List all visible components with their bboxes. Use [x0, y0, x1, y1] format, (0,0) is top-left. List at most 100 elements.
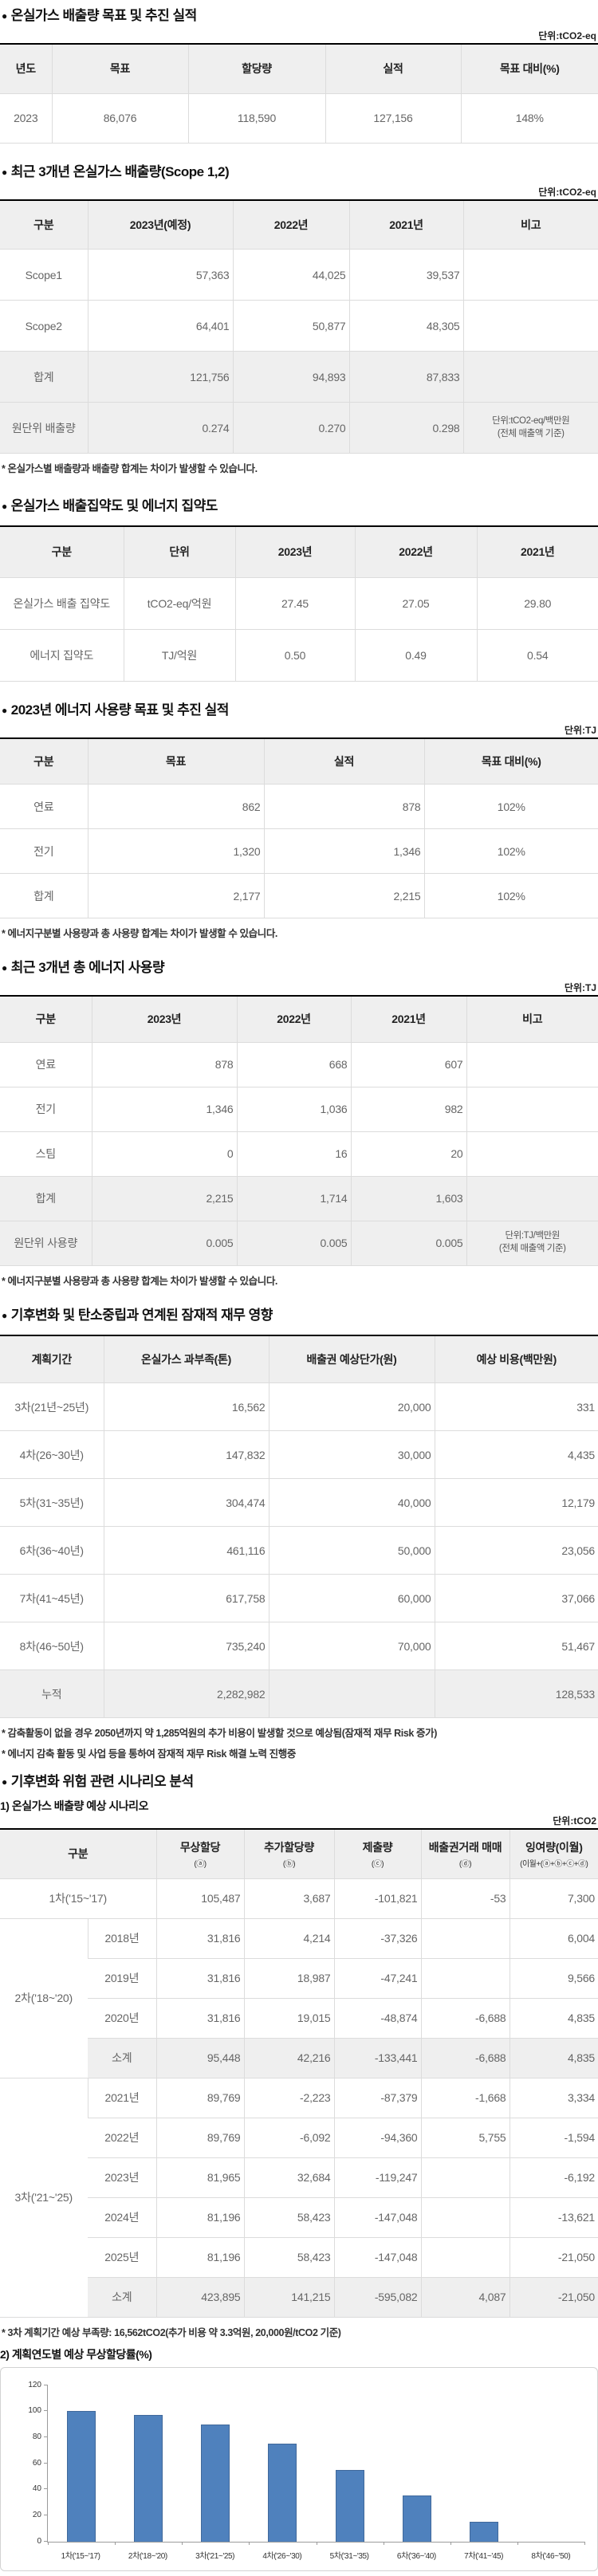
table-cell: 70,000: [268, 1622, 435, 1670]
bullet-icon: ●: [2, 962, 7, 973]
table-cell: 121,756: [87, 351, 233, 403]
table-cell: 2,215: [91, 1176, 237, 1221]
table-cell: 합계: [0, 873, 88, 918]
table-cell: -21,050: [509, 2277, 598, 2318]
column-header: 구분: [0, 1829, 157, 1879]
table-cell: 전기: [0, 828, 88, 874]
section-intensity: ● 온실가스 배출집약도 및 에너지 집약도 구분 단위 2023년 2022년 2021…: [0, 497, 598, 682]
column-header: 2022년: [236, 996, 351, 1043]
table-cell: 0.005: [91, 1221, 237, 1266]
section-financial-impact: ● 기후변화 및 탄소중립과 연계된 잠재적 재무 영향 계획기간 온실가스 과부족…: [0, 1306, 598, 1762]
table-cell: 2023: [0, 93, 52, 144]
bars: [48, 2385, 584, 2542]
table-cell: 0.274: [87, 402, 233, 454]
y-tick-mark: [44, 2436, 48, 2437]
table-cell: 2024년: [88, 2197, 157, 2238]
table-cell: 6,004: [509, 1918, 598, 1959]
table-cell: -87,379: [333, 2078, 422, 2118]
table-cell: [466, 1087, 598, 1132]
bullet-icon: ●: [2, 1309, 7, 1321]
table-cell: 87,833: [348, 351, 463, 403]
section-energy-target: ● 2023년 에너지 사용량 목표 및 추진 실적 단위:TJ 구분 목표 실적 목표…: [0, 701, 598, 942]
table-cell: [462, 300, 598, 352]
intensity-table: 구분 단위 2023년 2022년 2021년 온실가스 배출 집약도 tCO2-eq/억원…: [0, 525, 598, 682]
column-header: 실적: [263, 737, 424, 785]
table-cell: 1,036: [236, 1087, 351, 1132]
table-cell: 862: [87, 784, 264, 829]
table-cell: 온실가스 배출 집약도: [0, 577, 124, 630]
table-cell: -147,048: [333, 2197, 422, 2238]
table-cell: 4,435: [434, 1430, 598, 1479]
column-header: 구분: [0, 199, 88, 250]
column-header: 목표: [51, 44, 188, 94]
column-header: 년도: [0, 44, 52, 94]
column-header: 할당량: [187, 44, 325, 94]
x-axis-labels: 1차('15~'17) 2차('18~'20) 3차('21~'25) 4차('26~…: [47, 2549, 584, 2561]
table-cell: 1,346: [263, 828, 424, 874]
column-header: 구분: [0, 737, 88, 785]
bullet-icon: ●: [2, 704, 7, 716]
table-cell: -21,050: [509, 2237, 598, 2278]
table-cell: 0.270: [232, 402, 349, 454]
column-header: 2022년: [232, 199, 349, 250]
table-cell: [462, 351, 598, 403]
table-cell: [466, 1042, 598, 1087]
table-cell: 86,076: [51, 93, 188, 144]
table-cell: 37,066: [434, 1574, 598, 1622]
bar: [335, 2469, 364, 2542]
table-cell: 연료: [0, 784, 88, 829]
section-title: ● 최근 3개년 총 에너지 사용량: [2, 960, 165, 975]
bar-slot: [182, 2385, 249, 2542]
table-cell: 7차(41~45년): [0, 1574, 104, 1622]
table-cell: 3차(21년~25년): [0, 1382, 104, 1431]
y-tick-label: 20: [32, 2510, 41, 2519]
x-tick-mark: [517, 2541, 518, 2545]
unit-label: 단위:tCO2: [553, 1815, 596, 1827]
table-cell: 1,603: [350, 1176, 466, 1221]
table-cell: -6,092: [243, 2118, 335, 2158]
table-cell: -37,326: [333, 1918, 422, 1959]
unit-label: 단위:tCO2-eq: [538, 30, 596, 41]
table-cell: 단위:TJ/백만원 (전체 매출액 기준): [466, 1221, 598, 1266]
y-tick-mark: [44, 2488, 48, 2490]
table-cell: [420, 2157, 510, 2198]
footnote: * 감축활동이 없을 경우 2050년까지 약 1,285억원의 추가 비용이 …: [2, 1728, 438, 1739]
x-tick-mark: [115, 2541, 116, 2545]
y-tick-mark: [44, 2462, 48, 2464]
column-header: 2023년: [234, 526, 355, 578]
table-cell: 0.54: [476, 629, 598, 682]
table-cell: 29.80: [476, 577, 598, 630]
table-cell: 60,000: [268, 1574, 435, 1622]
table-cell: 0.49: [354, 629, 477, 682]
table-cell: 0.005: [350, 1221, 466, 1266]
table-cell: 57,363: [87, 249, 233, 301]
column-header: 계획기간: [0, 1335, 104, 1383]
column-header: 2021년: [476, 526, 598, 578]
y-tick-label: 60: [32, 2458, 41, 2468]
bullet-icon: ●: [2, 10, 7, 22]
table-cell: 81,965: [155, 2157, 245, 2198]
table-cell: 40,000: [268, 1478, 435, 1527]
y-tick-label: 80: [32, 2432, 41, 2441]
financial-impact-table: 계획기간 온실가스 과부족(톤) 배출권 예상단가(원) 예상 비용(백만원) 3차(2…: [0, 1334, 598, 1718]
allocation-rate-bar-chart: 0 20 40 60 80 100 120 1차('15~'17) 2차('18~'20) 3차…: [0, 2366, 598, 2571]
table-cell: -13,621: [509, 2197, 598, 2238]
section-ghg-3yr: ● 최근 3개년 온실가스 배출량(Scope 1,2) 단위:tCO2-eq 구…: [0, 163, 598, 477]
table-cell: 668: [236, 1042, 351, 1087]
table-cell: [420, 2237, 510, 2278]
table-cell: 58,423: [243, 2237, 335, 2278]
table-cell: 127,156: [325, 93, 461, 144]
table-cell: 102%: [423, 784, 598, 829]
column-header: 제출량 (ⓒ): [333, 1829, 422, 1879]
unit-label: 단위:TJ: [564, 724, 596, 736]
table-cell: 0.50: [234, 629, 355, 682]
section-scenario: ● 기후변화 위험 관련 시나리오 분석 1) 온실가스 배출량 예상 시나리오 …: [0, 1772, 598, 2571]
x-tick-label: 3차('21~'25): [195, 2551, 235, 2561]
table-cell: 141,215: [243, 2277, 335, 2318]
column-header: 목표 대비(%): [460, 44, 598, 94]
table-cell: -1,594: [509, 2118, 598, 2158]
section-title: ● 기후변화 위험 관련 시나리오 분석: [2, 1774, 194, 1789]
unit-label: 단위:TJ: [564, 982, 596, 993]
table-cell: 31,816: [155, 1918, 245, 1959]
table-cell: 735,240: [103, 1622, 269, 1670]
